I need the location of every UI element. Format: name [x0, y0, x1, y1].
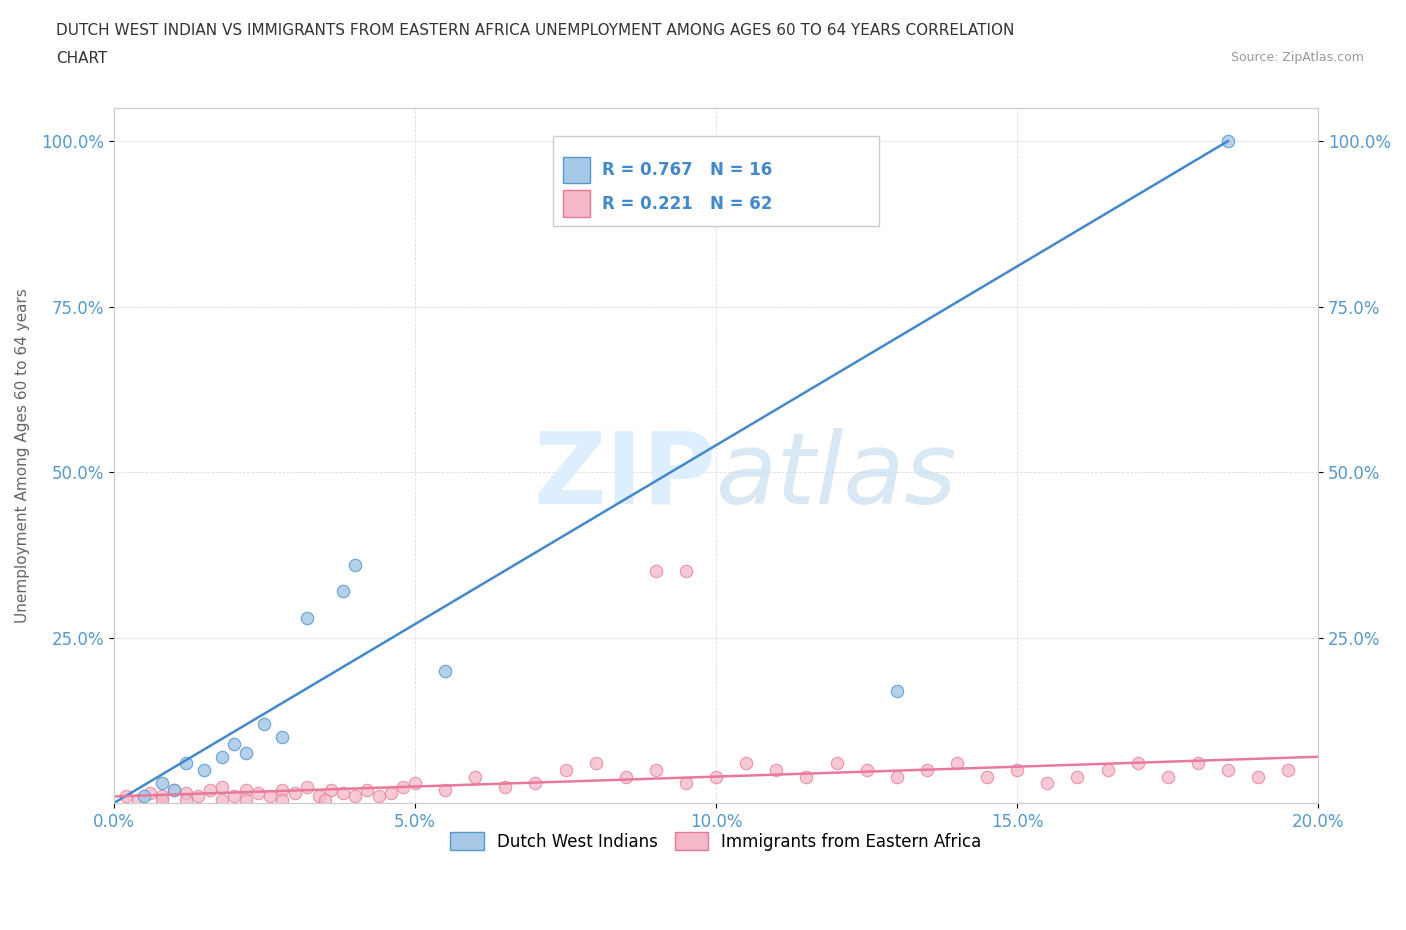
Point — [404, 776, 426, 790]
Y-axis label: Unemployment Among Ages 60 to 64 years: Unemployment Among Ages 60 to 64 years — [15, 288, 30, 623]
Point — [163, 782, 186, 797]
Text: R = 0.767   N = 16: R = 0.767 N = 16 — [602, 161, 772, 179]
Point — [1216, 763, 1239, 777]
Text: DUTCH WEST INDIAN VS IMMIGRANTS FROM EASTERN AFRICA UNEMPLOYMENT AMONG AGES 60 T: DUTCH WEST INDIAN VS IMMIGRANTS FROM EAS… — [56, 23, 1015, 38]
Point — [247, 786, 270, 801]
Text: R = 0.221   N = 62: R = 0.221 N = 62 — [602, 194, 772, 213]
Point — [332, 786, 354, 801]
Point — [198, 782, 221, 797]
Point — [295, 610, 318, 625]
Point — [211, 779, 233, 794]
FancyBboxPatch shape — [562, 157, 589, 183]
Point — [174, 786, 197, 801]
Point — [825, 756, 848, 771]
Point — [380, 786, 402, 801]
Point — [915, 763, 938, 777]
Point — [271, 782, 294, 797]
Point — [1157, 769, 1180, 784]
Point — [139, 786, 162, 801]
Point — [1187, 756, 1209, 771]
Point — [675, 564, 697, 578]
Point — [150, 789, 173, 804]
Point — [343, 789, 366, 804]
Point — [224, 789, 246, 804]
Point — [886, 684, 908, 698]
Point — [1097, 763, 1119, 777]
Point — [127, 792, 149, 807]
Point — [150, 776, 173, 790]
Point — [855, 763, 877, 777]
Point — [494, 779, 516, 794]
Point — [1005, 763, 1028, 777]
Point — [150, 792, 173, 807]
Text: atlas: atlas — [716, 428, 957, 525]
Point — [434, 782, 457, 797]
Point — [283, 786, 305, 801]
Point — [1066, 769, 1088, 784]
Point — [115, 789, 138, 804]
Point — [392, 779, 415, 794]
Point — [163, 782, 186, 797]
Point — [946, 756, 969, 771]
Text: Source: ZipAtlas.com: Source: ZipAtlas.com — [1230, 51, 1364, 64]
Text: ZIP: ZIP — [533, 428, 716, 525]
Legend: Dutch West Indians, Immigrants from Eastern Africa: Dutch West Indians, Immigrants from East… — [444, 826, 988, 857]
Point — [1216, 134, 1239, 149]
Point — [1277, 763, 1299, 777]
Text: CHART: CHART — [56, 51, 108, 66]
Point — [224, 736, 246, 751]
FancyBboxPatch shape — [562, 191, 589, 217]
Point — [704, 769, 727, 784]
Point — [319, 782, 342, 797]
Point — [554, 763, 576, 777]
Point — [235, 782, 257, 797]
Point — [174, 792, 197, 807]
Point — [464, 769, 486, 784]
Point — [235, 792, 257, 807]
Point — [1247, 769, 1270, 784]
Point — [796, 769, 818, 784]
Point — [1036, 776, 1059, 790]
Point — [259, 789, 281, 804]
Point — [976, 769, 998, 784]
Point — [614, 769, 637, 784]
FancyBboxPatch shape — [554, 136, 879, 226]
Point — [308, 789, 330, 804]
Point — [367, 789, 389, 804]
Point — [295, 779, 318, 794]
Point — [271, 792, 294, 807]
Point — [765, 763, 787, 777]
Point — [343, 557, 366, 572]
Point — [187, 789, 209, 804]
Point — [314, 792, 336, 807]
Point — [524, 776, 547, 790]
Point — [235, 746, 257, 761]
Point — [886, 769, 908, 784]
Point — [174, 756, 197, 771]
Point — [253, 716, 276, 731]
Point — [434, 663, 457, 678]
Point — [585, 756, 607, 771]
Point — [211, 750, 233, 764]
Point — [132, 789, 155, 804]
Point — [675, 776, 697, 790]
Point — [644, 564, 666, 578]
Point — [332, 584, 354, 599]
Point — [644, 763, 666, 777]
Point — [271, 729, 294, 744]
Point — [193, 763, 215, 777]
Point — [356, 782, 378, 797]
Point — [211, 792, 233, 807]
Point — [1126, 756, 1149, 771]
Point — [735, 756, 758, 771]
